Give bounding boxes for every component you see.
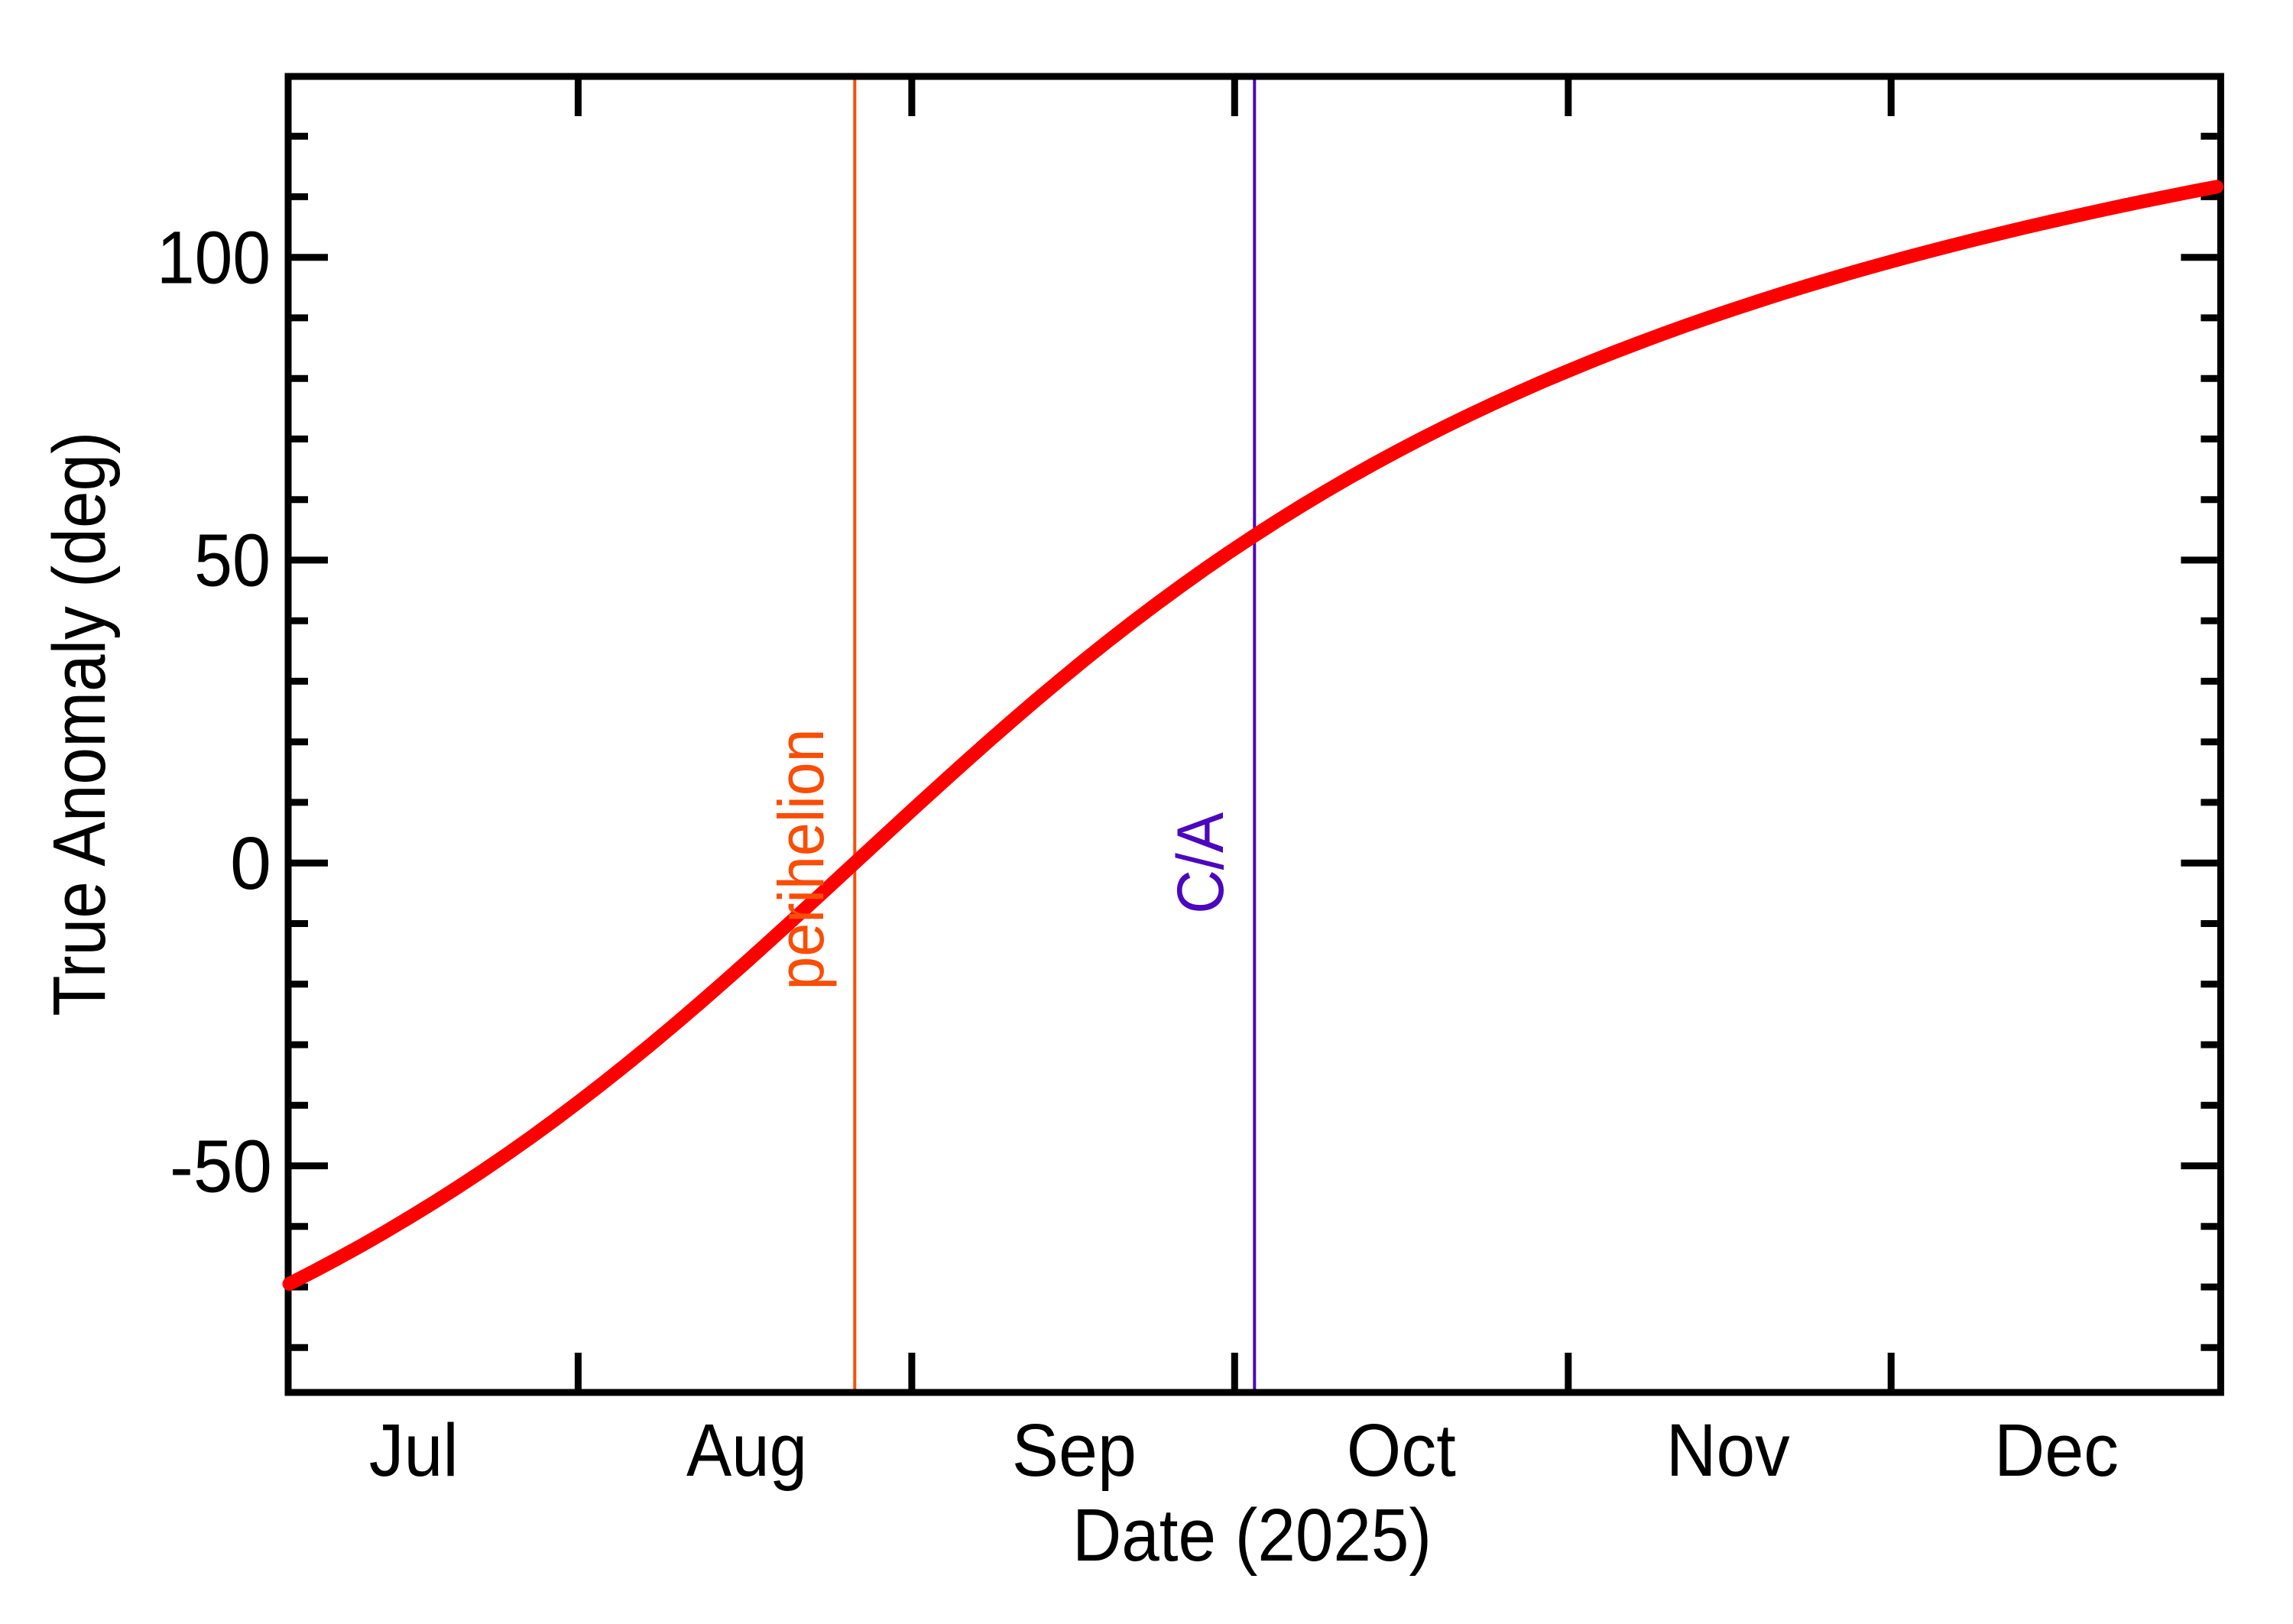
svg-text:Sep: Sep bbox=[1012, 1408, 1137, 1492]
svg-text:perihelion: perihelion bbox=[765, 729, 837, 990]
svg-text:Date (2025): Date (2025) bbox=[1072, 1493, 1432, 1577]
svg-text:-50: -50 bbox=[170, 1125, 272, 1208]
svg-text:C/A: C/A bbox=[1164, 812, 1237, 914]
svg-text:Aug: Aug bbox=[686, 1408, 807, 1492]
svg-text:Nov: Nov bbox=[1666, 1408, 1790, 1492]
svg-text:0: 0 bbox=[230, 822, 271, 905]
svg-text:Jul: Jul bbox=[369, 1408, 459, 1492]
svg-text:100: 100 bbox=[157, 216, 271, 300]
svg-text:Oct: Oct bbox=[1347, 1408, 1456, 1492]
svg-text:True Anomaly (deg): True Anomaly (deg) bbox=[37, 432, 121, 1016]
svg-text:Dec: Dec bbox=[1994, 1408, 2119, 1492]
svg-text:50: 50 bbox=[194, 519, 271, 602]
